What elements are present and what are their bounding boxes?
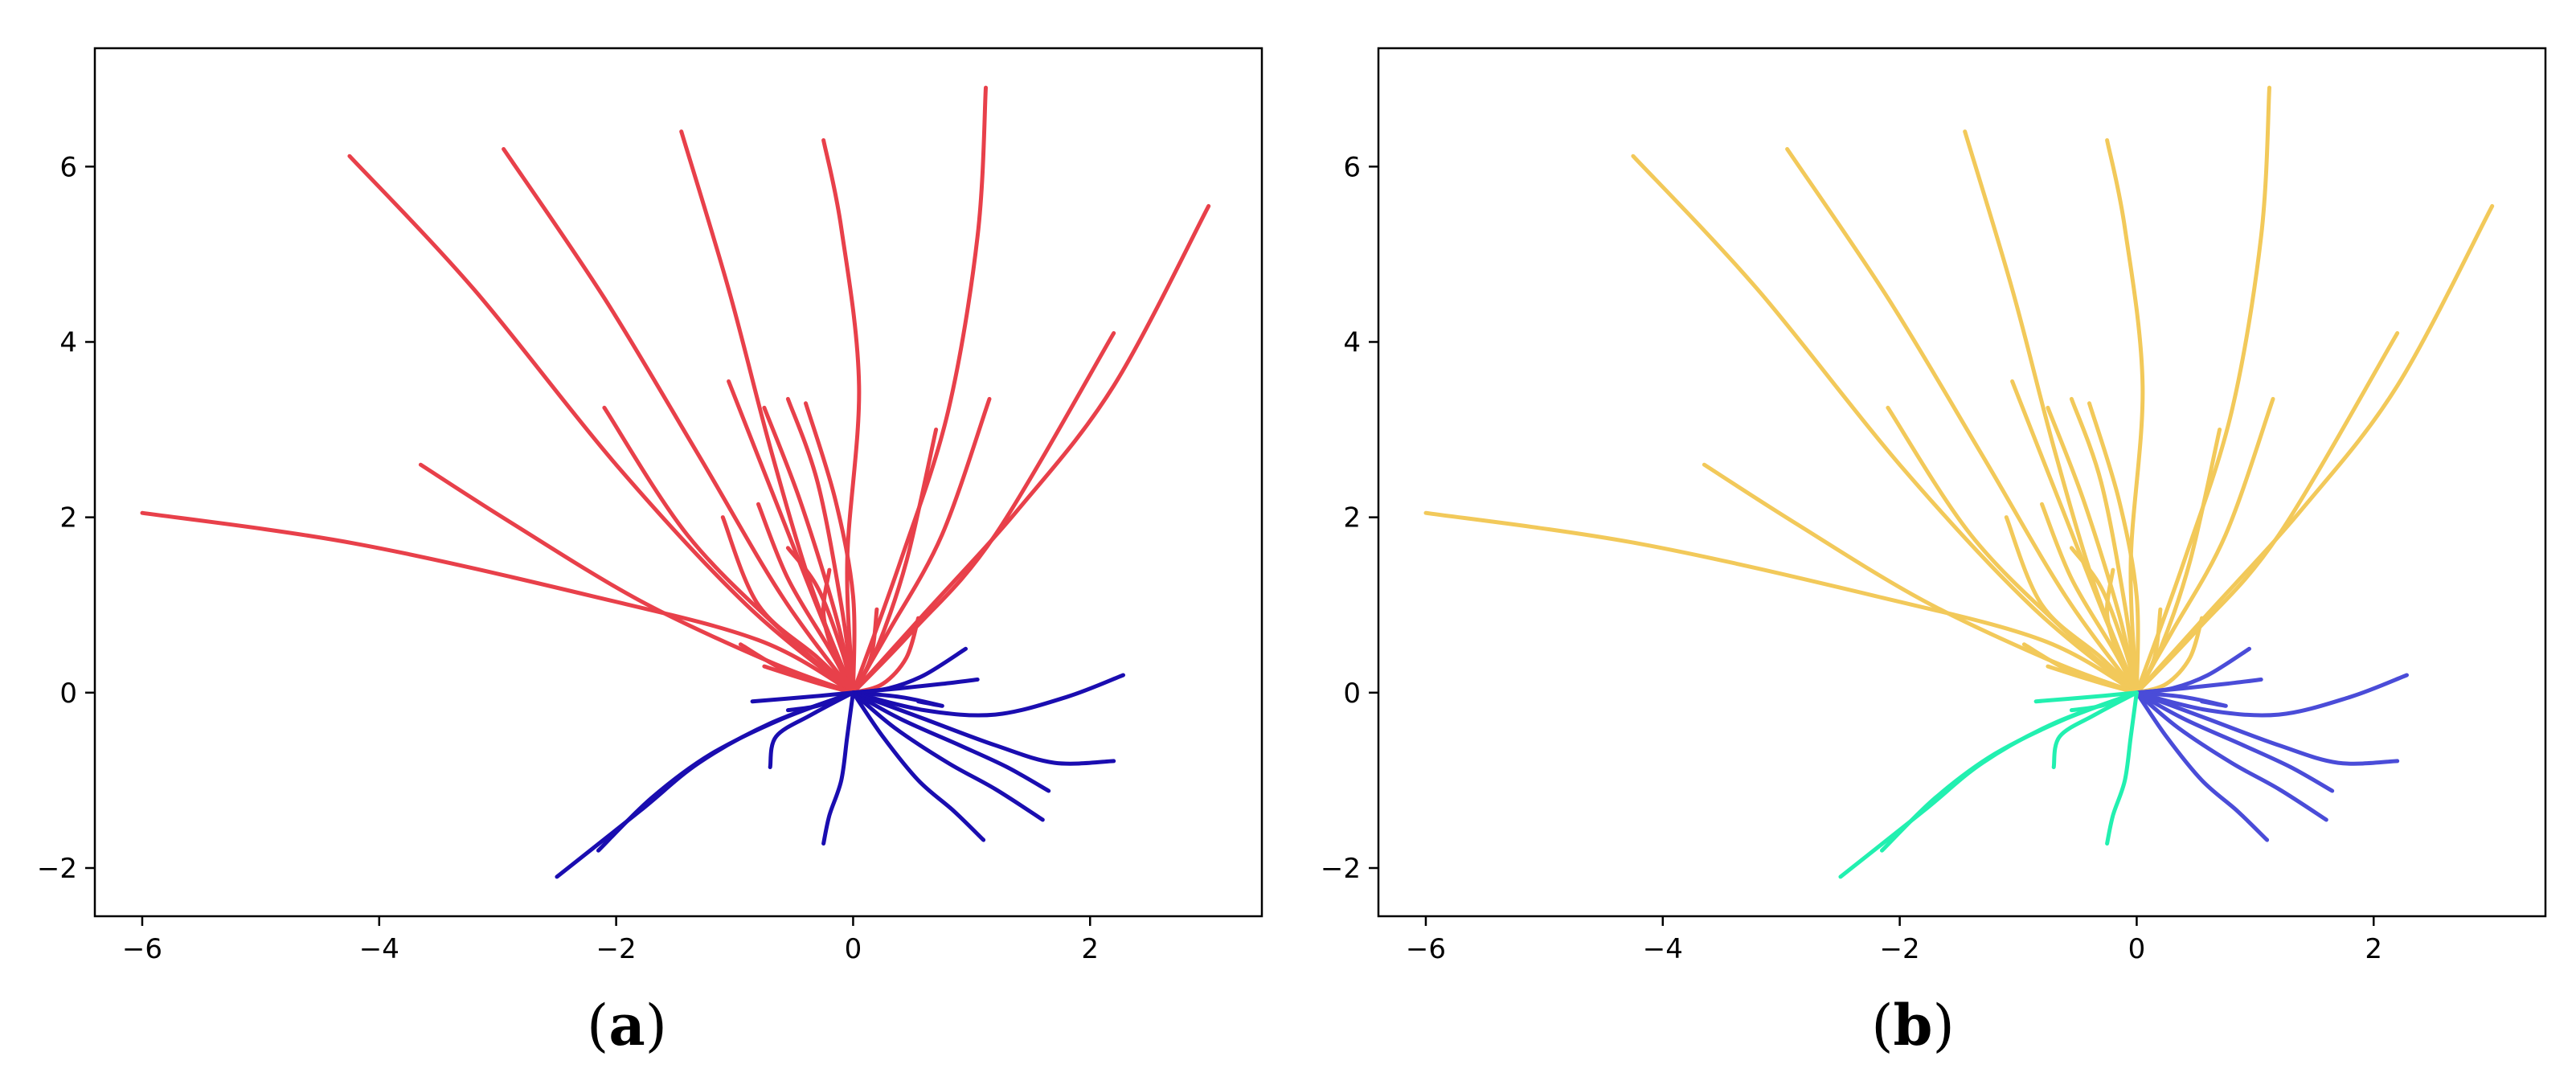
trajectory-green-32 xyxy=(2033,690,2139,704)
y-tick-label: 0 xyxy=(59,678,77,710)
trajectory-blue-27 xyxy=(2134,673,2409,718)
trajectory-red-23 xyxy=(2069,546,2139,695)
x-tick-label: −2 xyxy=(596,933,637,965)
trajectory-red-22 xyxy=(850,607,879,695)
trajectory-red-9 xyxy=(2134,331,2400,695)
x-tick-label: 2 xyxy=(2365,933,2382,965)
trajectory-red-8 xyxy=(2134,203,2495,695)
trajectory-red-3 xyxy=(1631,154,2139,695)
trajectory-blue-24 xyxy=(850,690,944,708)
trajectory-red-16 xyxy=(720,515,855,695)
trajectory-green-37 xyxy=(2069,690,2139,713)
trajectory-blue-26 xyxy=(2134,678,2263,695)
trajectory-blue-31 xyxy=(850,690,986,842)
x-tick-label: −4 xyxy=(1643,933,1683,965)
x-tick-label: 0 xyxy=(2128,933,2146,965)
trajectory-blue-29 xyxy=(2134,690,2335,793)
trajectory-red-1 xyxy=(1702,462,2139,695)
trajectory-red-8 xyxy=(850,203,1211,695)
y-tick-label: 2 xyxy=(1343,502,1361,534)
trajectory-red-21 xyxy=(2105,567,2139,695)
trajectory-red-7 xyxy=(850,85,988,695)
trajectory-green-33 xyxy=(2051,690,2139,769)
trajectory-blue-27 xyxy=(850,673,1125,718)
y-tick-label: 0 xyxy=(1343,678,1361,710)
y-tick-label: 6 xyxy=(59,151,77,183)
y-tick-label: −2 xyxy=(1321,853,1361,885)
panel-label-b: (b) xyxy=(1871,992,1955,1058)
trajectory-red-23 xyxy=(785,546,855,695)
trajectory-blue-31 xyxy=(2134,690,2270,842)
x-tick-label: −6 xyxy=(122,933,162,965)
trajectory-red-6 xyxy=(2105,138,2145,695)
trajectory-red-19 xyxy=(762,664,855,695)
trajectory-blue-28 xyxy=(2134,690,2400,766)
trajectory-red-14 xyxy=(785,396,855,695)
axes-frame xyxy=(1377,47,2547,918)
y-tick-label: 4 xyxy=(59,326,77,358)
x-tick-label: −4 xyxy=(359,933,399,965)
y-tick-label: 2 xyxy=(59,502,77,534)
axes-frame xyxy=(93,47,1263,918)
trajectory-blue-24 xyxy=(2134,690,2228,708)
trajectory-red-22 xyxy=(2134,607,2163,695)
trajectory-green-36 xyxy=(821,690,855,846)
x-tick-label: −6 xyxy=(1406,933,1446,965)
trajectory-red-15 xyxy=(804,401,857,695)
trajectory-blue-28 xyxy=(850,690,1116,766)
x-tick-label: −2 xyxy=(1880,933,1920,965)
trajectory-red-3 xyxy=(347,154,855,695)
trajectory-red-4 xyxy=(1785,147,2139,695)
trajectory-green-35 xyxy=(1838,690,2139,879)
y-tick-label: 6 xyxy=(1343,151,1361,183)
y-tick-label: 4 xyxy=(1343,326,1361,358)
panel-a: −6 −4 −2 0 2 −2 0 2 4 6 (a) xyxy=(37,47,1263,1058)
trajectory-red-19 xyxy=(2046,664,2139,695)
x-tick-label: 0 xyxy=(845,933,862,965)
trajectory-red-15 xyxy=(2087,401,2140,695)
panel-b: −6 −4 −2 0 2 −2 0 2 4 6 (b) xyxy=(1321,47,2547,1058)
trajectories xyxy=(140,85,1211,879)
trajectory-red-7 xyxy=(2134,85,2271,695)
trajectory-red-14 xyxy=(2069,396,2139,695)
trajectory-green-33 xyxy=(768,690,855,769)
trajectory-green-35 xyxy=(555,690,855,879)
trajectory-green-36 xyxy=(2105,690,2139,846)
trajectory-red-1 xyxy=(418,462,855,695)
trajectory-red-21 xyxy=(821,567,855,695)
trajectory-green-32 xyxy=(750,690,855,704)
x-tick-label: 2 xyxy=(1081,933,1099,965)
trajectory-red-16 xyxy=(2004,515,2139,695)
y-tick-label: −2 xyxy=(37,853,77,885)
trajectory-red-9 xyxy=(850,331,1116,695)
trajectories xyxy=(1423,85,2495,879)
trajectory-blue-26 xyxy=(850,678,980,695)
trajectory-red-4 xyxy=(502,147,855,695)
trajectory-blue-30 xyxy=(850,690,1045,822)
trajectory-green-34 xyxy=(596,690,855,853)
trajectory-blue-30 xyxy=(2134,690,2328,822)
trajectory-red-0 xyxy=(140,510,855,695)
trajectory-blue-29 xyxy=(850,690,1051,793)
trajectory-red-6 xyxy=(821,138,862,695)
trajectory-green-34 xyxy=(1880,690,2139,853)
trajectory-red-0 xyxy=(1423,510,2139,695)
trajectory-green-37 xyxy=(785,690,855,713)
panel-label-a: (a) xyxy=(587,992,667,1058)
